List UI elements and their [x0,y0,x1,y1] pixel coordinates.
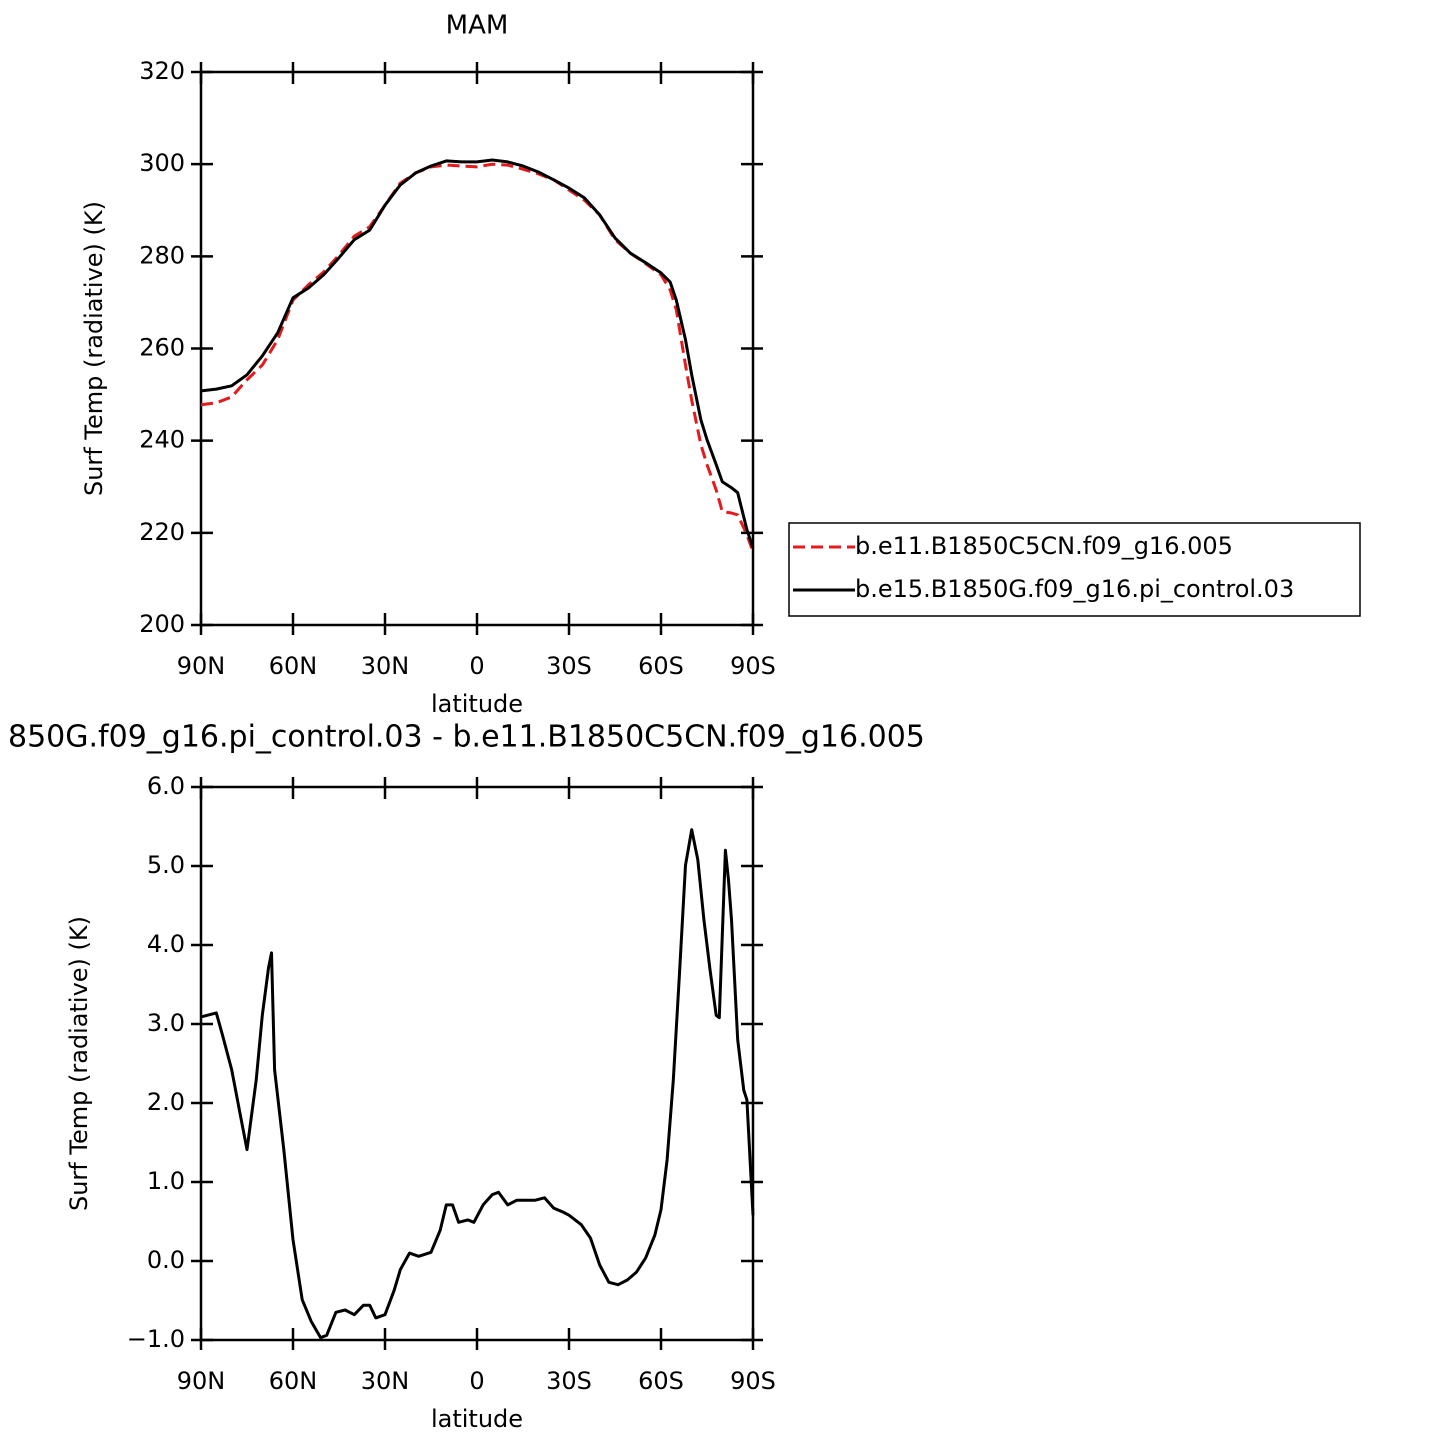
x-tick-label: 90S [730,1367,776,1395]
x-tick-label: 90N [177,652,226,680]
data-line [200,828,755,1340]
data-line [200,158,755,549]
y-tick-label: 300 [139,149,185,177]
y-tick-label: 1.0 [147,1167,185,1195]
x-tick-label: 90N [177,1367,226,1395]
x-tick-label: 60N [269,1367,318,1395]
x-axis-label: latitude [431,1405,523,1433]
x-tick-label: 60S [638,652,684,680]
legend-box [788,522,1361,617]
y-axis-label: Surf Temp (radiative) (K) [80,201,108,496]
x-tick-label: 60N [269,652,318,680]
x-tick-label: 0 [469,1367,484,1395]
chart-title: MAM [446,11,509,41]
chart-title: 850G.f09_g16.pi_control.03 - b.e11.B1850… [8,720,925,755]
x-axis-label: latitude [431,690,523,718]
y-tick-label: −1.0 [127,1325,185,1353]
y-tick-label: 3.0 [147,1009,185,1037]
y-tick-label: 4.0 [147,930,185,958]
y-tick-label: 320 [139,57,185,85]
data-line [200,162,755,553]
x-tick-label: 30S [546,652,592,680]
legend-label: b.e11.B1850C5CN.f09_g16.005 [855,532,1233,560]
x-tick-label: 30S [546,1367,592,1395]
y-tick-label: 200 [139,610,185,638]
y-tick-label: 240 [139,426,185,454]
y-axis-label: Surf Temp (radiative) (K) [65,916,93,1211]
plot-frame [199,785,755,1342]
y-tick-label: 0.0 [147,1246,185,1274]
y-tick-label: 280 [139,241,185,269]
legend-label: b.e15.B1850G.f09_g16.pi_control.03 [855,575,1294,603]
x-tick-label: 30N [361,652,410,680]
y-tick-label: 260 [139,334,185,362]
plot-frame [199,70,755,627]
y-tick-label: 220 [139,518,185,546]
y-tick-label: 5.0 [147,851,185,879]
x-tick-label: 60S [638,1367,684,1395]
y-tick-label: 6.0 [147,772,185,800]
x-tick-label: 30N [361,1367,410,1395]
y-tick-label: 2.0 [147,1088,185,1116]
x-tick-label: 0 [469,652,484,680]
x-tick-label: 90S [730,652,776,680]
